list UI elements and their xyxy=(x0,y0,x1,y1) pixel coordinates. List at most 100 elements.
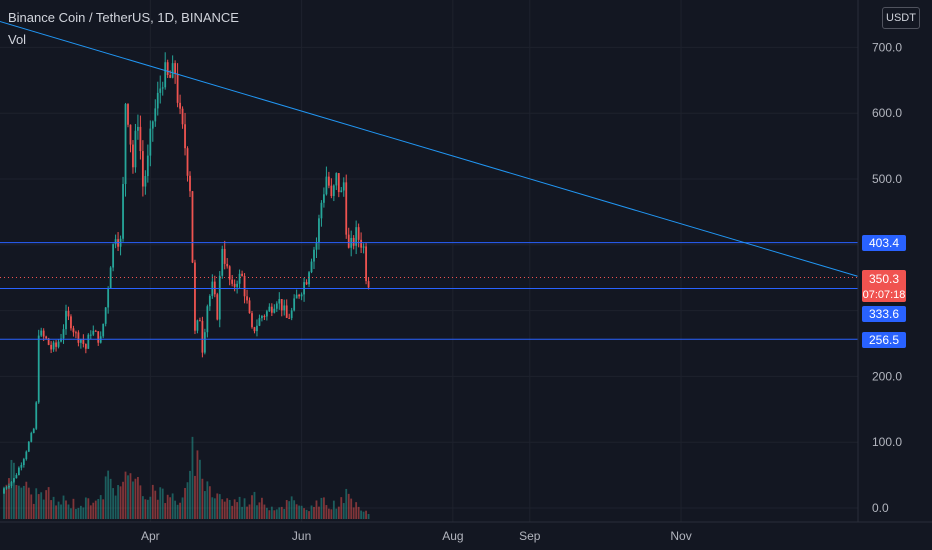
volume-bar xyxy=(55,505,57,519)
volume-bar xyxy=(248,504,251,519)
candle-body xyxy=(40,330,43,336)
candle-body xyxy=(308,272,310,285)
trendline-line xyxy=(0,20,859,277)
candle-body xyxy=(134,130,137,168)
candle-body xyxy=(129,124,132,145)
candle-body xyxy=(345,182,348,235)
volume-bar xyxy=(35,488,38,519)
candle-body xyxy=(164,62,167,88)
candle-body xyxy=(330,185,333,197)
candle-body xyxy=(30,432,33,442)
candle-body xyxy=(52,342,55,350)
volume-bar xyxy=(313,506,315,519)
candle-body xyxy=(179,102,181,109)
volume-bar xyxy=(345,488,348,519)
candle-body xyxy=(313,249,315,262)
trendline[interactable] xyxy=(0,8,859,277)
volume-bar xyxy=(206,481,209,519)
candle-body xyxy=(268,306,271,312)
volume-bar xyxy=(40,492,43,519)
candle-body xyxy=(325,176,328,195)
volume-bar xyxy=(367,514,370,519)
volume-bar xyxy=(337,506,340,519)
volume-bar xyxy=(246,506,248,519)
volume-bar xyxy=(241,506,243,519)
candle-body xyxy=(270,306,273,313)
candle-body xyxy=(263,316,266,318)
candle-body xyxy=(109,267,112,289)
volume-bar xyxy=(298,505,301,519)
candle-body xyxy=(261,316,263,319)
volume-indicator-label[interactable]: Vol xyxy=(8,32,27,47)
candle-body xyxy=(283,305,286,311)
volume-bar xyxy=(134,478,137,519)
currency-button[interactable]: USDT xyxy=(882,7,920,29)
candle-body xyxy=(290,310,293,319)
candle-body xyxy=(342,182,345,191)
candle-body xyxy=(144,176,147,187)
volume-bar xyxy=(208,486,211,519)
volume-bar xyxy=(228,499,231,519)
candle-body xyxy=(347,234,350,248)
volume-bar xyxy=(15,485,18,519)
volume-bar xyxy=(290,496,293,519)
volume-bar xyxy=(159,487,162,519)
volume-bar xyxy=(256,505,258,519)
candle-body xyxy=(89,334,92,336)
volume-bar xyxy=(211,497,214,519)
volume-bar xyxy=(75,508,77,519)
candle-body xyxy=(203,332,206,353)
candle-body xyxy=(141,151,144,187)
volume-bar xyxy=(275,509,278,519)
candle-body xyxy=(293,298,296,311)
volume-bar xyxy=(310,505,313,519)
volume-bar xyxy=(27,487,30,519)
candle-body xyxy=(367,281,370,288)
y-tick-label: 200.0 xyxy=(872,369,902,383)
x-tick-label: Jun xyxy=(292,529,311,543)
candle-body xyxy=(216,294,219,320)
candle-body xyxy=(332,185,335,197)
candle-body xyxy=(243,275,246,297)
volume-bar xyxy=(318,506,320,519)
candle-body xyxy=(288,317,291,319)
candle-body xyxy=(137,126,139,131)
horizontal-levels[interactable] xyxy=(0,242,858,340)
volume-bar xyxy=(137,476,139,519)
candle-body xyxy=(92,330,95,335)
candle-body xyxy=(228,266,231,280)
volume-bar xyxy=(213,498,216,519)
volume-bar xyxy=(72,498,75,519)
candle-body xyxy=(231,279,234,284)
candle-body xyxy=(15,475,18,479)
candle-body xyxy=(146,155,149,177)
candle-body xyxy=(218,275,221,320)
candle-body xyxy=(226,263,229,267)
candle-body xyxy=(352,237,355,246)
volume-bar xyxy=(17,485,20,519)
candle-body xyxy=(79,339,82,343)
volume-bar xyxy=(22,485,25,519)
candle-body xyxy=(156,92,159,109)
volume-bar xyxy=(139,485,142,519)
candle-body xyxy=(27,441,30,452)
current-price-tag: 350.3 xyxy=(862,270,906,288)
candle-body xyxy=(265,311,268,317)
volume-bar xyxy=(112,488,115,519)
volume-bar xyxy=(5,484,8,519)
volume-bar xyxy=(8,478,10,519)
candle-body xyxy=(337,173,340,193)
candle-body xyxy=(82,339,85,345)
volume-bar xyxy=(20,487,23,519)
volume-bar xyxy=(119,486,122,519)
candle-body xyxy=(65,310,67,330)
volume-bar xyxy=(196,450,199,519)
volume-bar xyxy=(191,436,194,519)
candle-body xyxy=(305,282,308,285)
candle-body xyxy=(10,481,13,486)
candle-body xyxy=(42,330,45,337)
y-tick-label: 500.0 xyxy=(872,172,902,186)
volume-bar xyxy=(350,498,353,519)
